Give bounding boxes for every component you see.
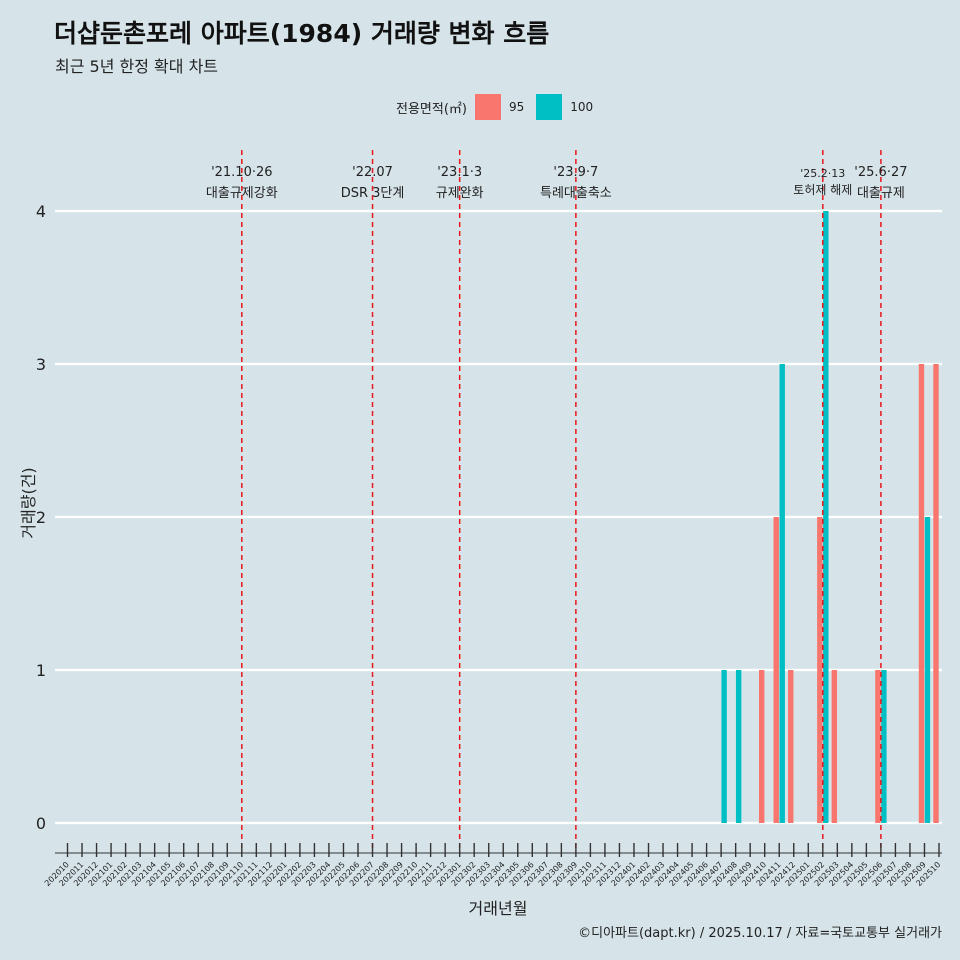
event-date-202301: '23.1·3: [437, 165, 482, 180]
event-label-202309: 특례대출축소: [540, 186, 612, 201]
bar-95-202410: [759, 670, 765, 823]
bar-95-202510: [933, 364, 939, 823]
bar-95-202506: [875, 670, 881, 823]
source-caption: ©디아파트(dapt.kr) / 2025.10.17 / 자료=국토교통부 실…: [578, 926, 942, 941]
y-tick-label: 1: [36, 661, 46, 680]
bar-95-202412: [788, 670, 794, 823]
y-tick-label: 0: [36, 814, 46, 833]
bar-100-202411: [779, 364, 785, 823]
legend-label-100: 100: [570, 100, 594, 114]
legend-title: 전용면적(㎡): [396, 101, 467, 117]
bar-95-202411: [773, 517, 779, 823]
event-label-202506: 대출규제: [857, 186, 905, 201]
y-axis-title: 거래량(건): [19, 467, 38, 538]
event-date-202502: '25.2·13: [800, 167, 845, 180]
bar-100-202408: [735, 670, 742, 823]
bar-100-202407: [721, 670, 727, 823]
event-label-202502: 토허제 해제: [793, 183, 852, 197]
bar-100-202509: [924, 517, 931, 823]
event-date-202506: '25.6·27: [854, 165, 907, 180]
legend-key-100: [536, 94, 563, 120]
legend: 전용면적(㎡) 95 100: [396, 94, 605, 120]
y-tick-label: 4: [36, 202, 46, 221]
event-label-202110: 대출규제강화: [206, 186, 278, 201]
bar-100-202502: [823, 211, 829, 823]
x-axis-title: 거래년월: [469, 899, 528, 918]
y-tick-label: 2: [36, 508, 46, 527]
bar-95-202502: [817, 517, 823, 823]
bar-95-202509: [918, 364, 925, 823]
chart-title: 더샵둔촌포레 아파트(1984) 거래량 변화 흐름: [54, 19, 550, 48]
legend-key-95: [474, 94, 501, 120]
event-date-202207: '22.07: [352, 165, 393, 180]
legend-label-95: 95: [508, 100, 525, 114]
bar-100-202506: [881, 670, 887, 823]
event-date-202110: '21.10·26: [211, 165, 272, 180]
event-label-202207: DSR 3단계: [341, 186, 405, 201]
y-tick-label: 3: [36, 355, 46, 374]
event-label-202301: 규제완화: [436, 186, 484, 201]
bar-95-202503: [831, 670, 838, 823]
chart-subtitle: 최근 5년 한정 확대 차트: [55, 57, 219, 76]
event-date-202309: '23.9·7: [553, 165, 598, 180]
